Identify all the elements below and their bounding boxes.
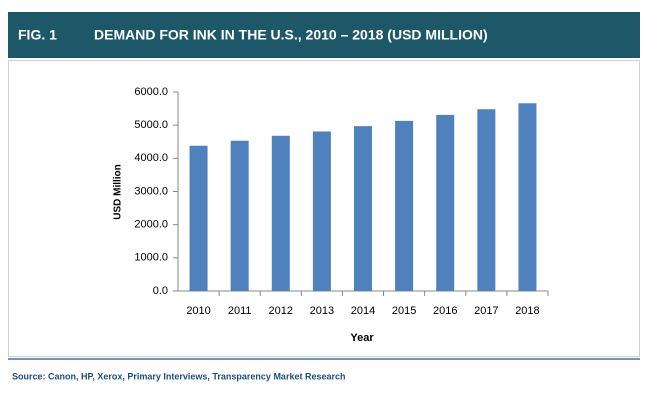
- figure-label: FIG. 1: [18, 27, 57, 43]
- bar: [230, 140, 249, 291]
- bar: [354, 126, 372, 291]
- x-tick-label: 2011: [228, 305, 252, 317]
- x-tick-label: 2018: [515, 305, 539, 317]
- y-tick-label: 0.0: [153, 285, 168, 297]
- x-tick-label: 2013: [310, 305, 334, 317]
- y-tick-label: 1000.0: [134, 252, 168, 264]
- x-axis-label: Year: [350, 332, 374, 344]
- source-note: Source: Canon, HP, Xerox, Primary Interv…: [12, 371, 345, 381]
- y-tick-label: 5000.0: [134, 119, 168, 131]
- y-tick-label: 4000.0: [134, 152, 168, 164]
- bar: [518, 103, 537, 291]
- y-tick-label: 3000.0: [134, 185, 168, 197]
- y-tick-label: 2000.0: [134, 219, 168, 231]
- bar: [395, 120, 414, 291]
- x-tick-label: 2012: [269, 305, 293, 317]
- x-tick-label: 2015: [392, 305, 416, 317]
- bar: [271, 135, 290, 291]
- header-bar: [8, 12, 640, 58]
- x-tick-label: 2010: [186, 305, 210, 317]
- y-tick-label: 6000.0: [134, 86, 168, 98]
- y-axis-label: USD Million: [113, 164, 124, 220]
- bar: [436, 114, 455, 291]
- bar: [312, 131, 331, 291]
- bar: [189, 145, 208, 291]
- bar: [477, 109, 496, 291]
- x-tick-label: 2014: [351, 305, 375, 317]
- chart-title: DEMAND FOR INK IN THE U.S., 2010 – 2018 …: [94, 27, 488, 43]
- x-tick-label: 2016: [433, 305, 457, 317]
- x-tick-label: 2017: [474, 305, 498, 317]
